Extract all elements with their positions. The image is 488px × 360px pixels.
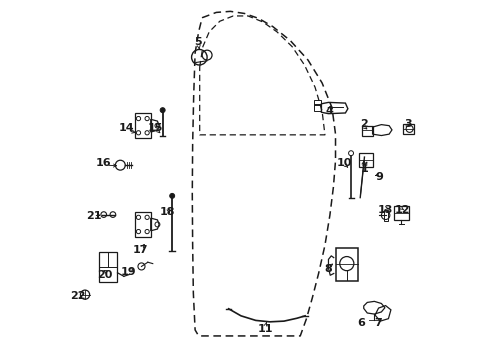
Text: 2: 2	[360, 118, 367, 129]
Text: 18: 18	[160, 207, 175, 217]
Bar	[394, 206, 407, 220]
Bar	[313, 104, 320, 111]
Text: 12: 12	[394, 205, 409, 215]
Text: 22: 22	[70, 291, 85, 301]
Text: 21: 21	[85, 211, 101, 221]
Text: 6: 6	[357, 318, 365, 328]
Text: 7: 7	[373, 318, 381, 328]
Bar	[361, 126, 372, 136]
Text: 8: 8	[324, 264, 332, 274]
Bar	[358, 153, 372, 167]
Text: 19: 19	[121, 267, 136, 278]
Text: 20: 20	[97, 270, 113, 280]
Text: 4: 4	[325, 106, 332, 116]
Circle shape	[169, 193, 174, 198]
Text: 11: 11	[257, 324, 272, 334]
Text: 9: 9	[375, 172, 383, 182]
Text: 16: 16	[95, 158, 111, 168]
Bar	[402, 124, 413, 134]
Bar	[384, 210, 387, 221]
Text: 10: 10	[336, 158, 351, 168]
Text: 14: 14	[118, 123, 134, 133]
Bar	[99, 252, 117, 282]
Text: 17: 17	[132, 245, 148, 255]
Bar	[335, 248, 358, 280]
Text: 5: 5	[194, 37, 202, 47]
Bar	[313, 100, 320, 105]
Text: 3: 3	[404, 118, 411, 129]
Text: 1: 1	[360, 165, 367, 174]
Text: 13: 13	[376, 205, 392, 215]
Circle shape	[160, 108, 165, 113]
Text: 15: 15	[147, 123, 163, 133]
